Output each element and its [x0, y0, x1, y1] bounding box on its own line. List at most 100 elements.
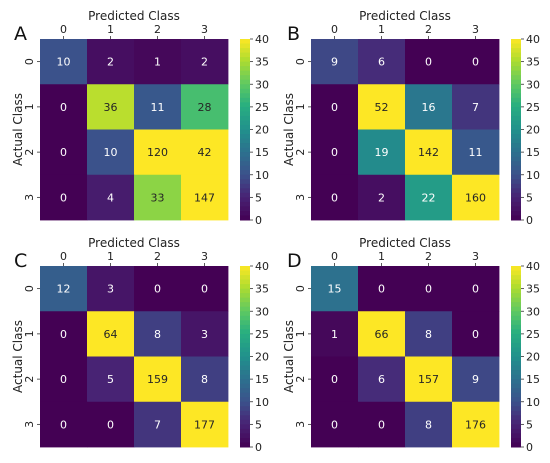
colorbar-tick-label: 35 — [526, 56, 540, 69]
colorbar-segment — [240, 333, 250, 339]
x-tick-label: 1 — [107, 250, 114, 263]
heatmap-cell — [452, 311, 500, 357]
colorbar-segment — [240, 93, 250, 99]
colorbar-segment — [240, 138, 250, 144]
x-tick-label: 3 — [201, 250, 208, 263]
colorbar-segment — [240, 57, 250, 63]
cell-value: 15 — [328, 283, 342, 296]
cell-value: 157 — [418, 373, 439, 386]
cell-value: 9 — [331, 56, 338, 69]
heatmap-cell — [134, 311, 182, 357]
heatmap-cell — [311, 174, 359, 221]
cell-value: 3 — [107, 283, 114, 296]
colorbar-segment — [240, 97, 250, 103]
colorbar-segment — [511, 338, 521, 344]
y-tick-label: 0 — [23, 285, 36, 292]
colorbar-segment — [240, 356, 250, 362]
colorbar-segment — [511, 288, 521, 294]
colorbar-segment — [511, 106, 521, 112]
colorbar-segment — [511, 374, 521, 380]
heatmap-cell — [87, 311, 135, 357]
colorbar-tick-label: 5 — [526, 191, 533, 204]
colorbar-tick-label: 20 — [526, 124, 540, 137]
heatmap-cell — [87, 129, 135, 176]
colorbar-segment — [511, 111, 521, 117]
x-tick-label: 2 — [425, 23, 432, 36]
colorbar-segment — [511, 297, 521, 303]
colorbar-segment — [240, 179, 250, 185]
colorbar-segment — [511, 147, 521, 153]
colorbar-segment — [511, 66, 521, 72]
colorbar-segment — [240, 174, 250, 180]
colorbar-segment — [511, 170, 521, 176]
y-tick-label: 0 — [294, 58, 307, 65]
cell-value: 0 — [60, 373, 67, 386]
colorbar-tick-label: 30 — [255, 78, 269, 91]
heatmap-cell — [87, 84, 135, 130]
colorbar-segment — [240, 215, 250, 221]
x-axis-label: Predicted Class — [88, 9, 180, 23]
cell-value: 0 — [154, 283, 161, 296]
colorbar-segment — [511, 410, 521, 416]
heatmap-cell — [311, 401, 359, 448]
cell-value: 8 — [425, 328, 432, 341]
colorbar-segment — [511, 419, 521, 425]
colorbar-segment — [511, 424, 521, 430]
heatmap-cell — [358, 266, 406, 312]
colorbar-segment — [511, 406, 521, 412]
colorbar-segment — [240, 383, 250, 389]
colorbar-segment — [511, 152, 521, 158]
colorbar-segment — [511, 266, 521, 272]
heatmap-cell — [358, 129, 406, 176]
colorbar-segment — [240, 183, 250, 189]
colorbar-segment — [240, 134, 250, 140]
cell-value: 2 — [378, 191, 385, 204]
heatmap-cell — [405, 174, 453, 221]
colorbar-segment — [240, 315, 250, 321]
colorbar-tick-label: 0 — [255, 214, 262, 227]
colorbar-segment — [511, 365, 521, 371]
cell-value: 10 — [57, 56, 71, 69]
colorbar-segment — [511, 88, 521, 94]
x-tick-label: 1 — [378, 250, 385, 263]
cell-value: 0 — [201, 283, 208, 296]
colorbar-segment — [240, 433, 250, 439]
colorbar-segment — [511, 192, 521, 198]
colorbar-tick-label: 5 — [526, 418, 533, 431]
colorbar-segment — [511, 279, 521, 285]
colorbar-segment — [240, 147, 250, 153]
cell-value: 176 — [465, 418, 486, 431]
heatmap-cell — [452, 84, 500, 130]
colorbar-segment — [240, 424, 250, 430]
colorbar-segment — [240, 48, 250, 54]
x-tick-label: 0 — [60, 23, 67, 36]
cell-value: 19 — [375, 146, 389, 159]
colorbar-segment — [240, 39, 250, 45]
colorbar-tick-label: 30 — [526, 305, 540, 318]
y-tick-label: 2 — [23, 376, 36, 383]
cell-value: 22 — [422, 191, 436, 204]
colorbar-tick-label: 25 — [526, 101, 540, 114]
cell-value: 0 — [60, 101, 67, 114]
cell-value: 5 — [107, 373, 114, 386]
colorbar-segment — [511, 311, 521, 317]
cell-value: 177 — [194, 418, 215, 431]
colorbar-tick-label: 15 — [255, 146, 269, 159]
colorbar-segment — [511, 437, 521, 443]
heatmap-cell — [405, 356, 453, 403]
colorbar-segment — [240, 347, 250, 353]
y-tick-label: 3 — [294, 421, 307, 428]
heatmap-cell — [181, 39, 229, 85]
y-axis-label: Actual Class — [282, 320, 296, 393]
cell-value: 0 — [331, 101, 338, 114]
x-tick-label: 0 — [60, 250, 67, 263]
heatmap-cell — [358, 84, 406, 130]
cell-value: 7 — [154, 418, 161, 431]
cell-value: 0 — [331, 373, 338, 386]
x-tick-label: 2 — [154, 250, 161, 263]
heatmap-cell — [87, 39, 135, 85]
cell-value: 0 — [425, 283, 432, 296]
colorbar-segment — [511, 129, 521, 135]
colorbar-segment — [240, 106, 250, 112]
